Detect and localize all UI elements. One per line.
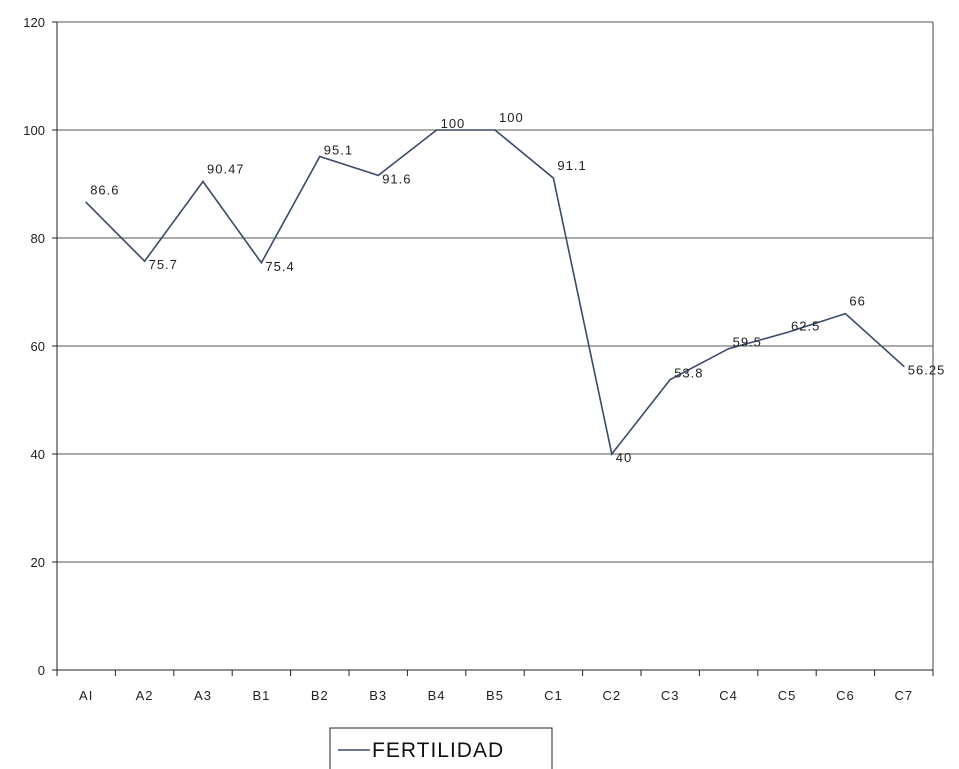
data-point-B4 bbox=[435, 129, 438, 131]
x-axis-ticks: AI A2 A3 B1 B2 B3 B4 B5 C1 C2 C3 C4 C5 C6 C7 bbox=[56, 670, 934, 703]
data-point-B5 bbox=[494, 129, 496, 131]
x-tick-label-C4: C4 bbox=[719, 688, 738, 703]
data-point-B1 bbox=[260, 262, 263, 264]
data-point-B2 bbox=[319, 155, 321, 158]
legend: FERTILIDAD bbox=[329, 727, 553, 769]
y-tick-label-40: 40 bbox=[31, 447, 45, 462]
data-point-C4 bbox=[727, 347, 730, 350]
data-label-C4: 59.5 bbox=[733, 335, 762, 350]
data-point-C3 bbox=[669, 378, 671, 381]
data-point-C2 bbox=[611, 453, 613, 455]
x-tick-label-C2: C2 bbox=[602, 688, 621, 703]
data-label-B2: 95.1 bbox=[324, 142, 353, 157]
data-point-C1 bbox=[552, 177, 555, 179]
data-label-B5: 100 bbox=[499, 110, 524, 125]
x-tick-label-C3: C3 bbox=[661, 688, 680, 703]
x-tick-label-C7: C7 bbox=[894, 688, 913, 703]
data-label-C5: 62.5 bbox=[791, 319, 820, 334]
legend-box bbox=[329, 727, 553, 769]
x-tick-label-C5: C5 bbox=[778, 688, 797, 703]
x-tick-label-B5: B5 bbox=[486, 688, 504, 703]
data-label-C7: 56.25 bbox=[908, 362, 946, 377]
data-point-A2 bbox=[143, 260, 146, 263]
data-label-B1: 75.4 bbox=[265, 259, 294, 274]
data-label-B4: 100 bbox=[441, 116, 466, 131]
y-tick-label-20: 20 bbox=[31, 555, 45, 570]
data-label-C6: 66 bbox=[849, 294, 865, 309]
gridlines bbox=[57, 21, 933, 563]
x-tick-label-A3: A3 bbox=[194, 688, 212, 703]
x-tick-label-A2: A2 bbox=[136, 688, 154, 703]
x-tick-label-B2: B2 bbox=[311, 688, 329, 703]
y-tick-label-60: 60 bbox=[31, 339, 45, 354]
series-line-fertilidad bbox=[85, 129, 905, 456]
data-label-C3: 53.8 bbox=[674, 365, 703, 380]
data-label-A2: 75.7 bbox=[149, 257, 178, 272]
data-point-A3 bbox=[202, 180, 204, 183]
x-tick-label-AI: AI bbox=[79, 688, 93, 703]
data-point-AI bbox=[85, 201, 87, 204]
data-point-C6 bbox=[844, 312, 847, 315]
y-axis-ticks: 0 20 40 60 80 100 120 bbox=[23, 15, 57, 678]
x-tick-label-B3: B3 bbox=[369, 688, 387, 703]
y-tick-label-120: 120 bbox=[23, 15, 45, 30]
data-point-C7 bbox=[903, 365, 905, 368]
data-label-A3: 90.47 bbox=[207, 161, 245, 176]
x-tick-label-B1: B1 bbox=[252, 688, 270, 703]
data-label-B3: 91.6 bbox=[382, 171, 411, 186]
x-tick-label-C1: C1 bbox=[544, 688, 563, 703]
data-point-C5 bbox=[786, 331, 788, 334]
x-tick-label-B4: B4 bbox=[428, 688, 446, 703]
y-tick-label-100: 100 bbox=[23, 123, 45, 138]
y-tick-label-0: 0 bbox=[38, 663, 45, 678]
legend-label-fertilidad: FERTILIDAD bbox=[372, 739, 504, 762]
data-label-AI: 86.6 bbox=[90, 182, 119, 197]
data-labels: 86.6 75.7 90.47 75.4 95.1 91.6 100 100 91.1 40 53.… bbox=[90, 110, 946, 465]
y-tick-label-80: 80 bbox=[31, 231, 45, 246]
data-label-C2: 40 bbox=[616, 450, 632, 465]
data-label-C1: 91.1 bbox=[557, 158, 586, 173]
data-point-B3 bbox=[377, 174, 380, 177]
x-tick-label-C6: C6 bbox=[836, 688, 855, 703]
series-lines bbox=[85, 129, 905, 456]
